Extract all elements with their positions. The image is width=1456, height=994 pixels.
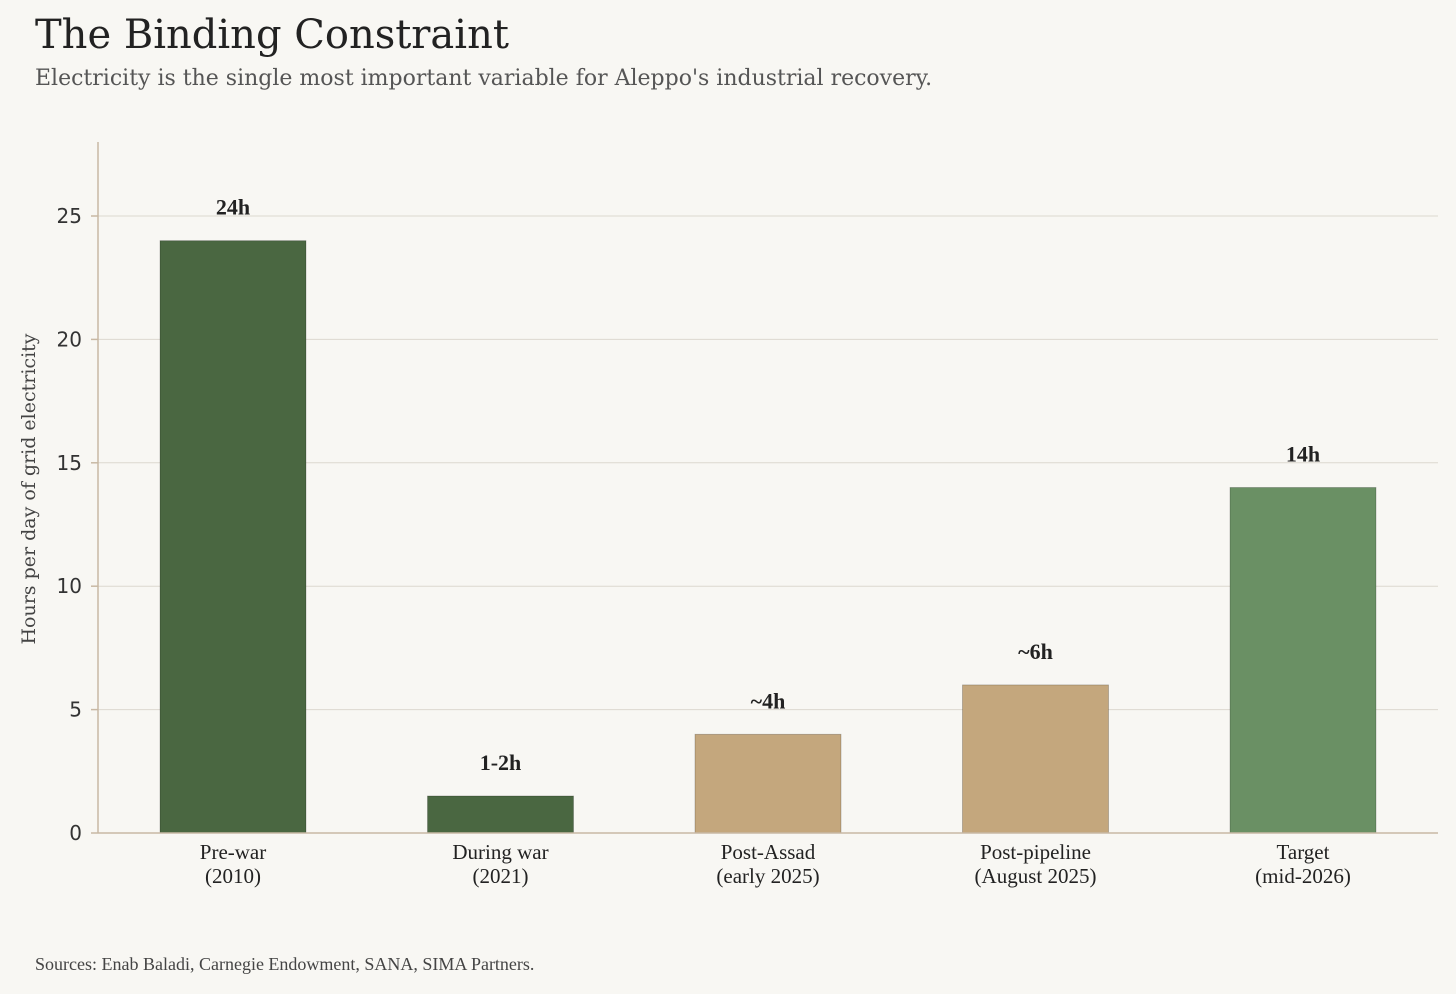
x-tick-label: (mid-2026) xyxy=(1255,864,1351,888)
y-axis-label: Hours per day of grid electricity xyxy=(18,333,40,644)
value-label: 14h xyxy=(1286,441,1320,466)
x-tick-label: Target xyxy=(1277,840,1330,864)
chart-title: The Binding Constraint xyxy=(35,12,509,58)
bar xyxy=(159,240,307,834)
x-tick-labels: Pre-war(2010)During war(2021)Post-Assad(… xyxy=(200,840,1351,888)
value-label: 24h xyxy=(216,195,250,220)
y-tick-label: 5 xyxy=(69,698,82,722)
bar xyxy=(1229,487,1377,834)
x-tick-label: (early 2025) xyxy=(716,864,819,888)
bars xyxy=(159,240,1377,834)
value-labels: 24h 1-2h ~4h ~6h 14h xyxy=(216,195,1320,775)
y-tick-label: 15 xyxy=(57,451,82,475)
y-tick-label: 20 xyxy=(57,327,82,351)
bar xyxy=(427,795,574,834)
value-label: 1-2h xyxy=(480,750,522,775)
x-tick-label: Post-pipeline xyxy=(980,840,1091,864)
value-label: ~6h xyxy=(1018,639,1053,664)
y-tick-label: 0 xyxy=(69,821,82,845)
bar xyxy=(694,733,842,834)
y-ticks: 0 5 10 15 20 25 xyxy=(57,204,98,845)
chart-subtitle: Electricity is the single most important… xyxy=(35,66,933,91)
x-tick-label: Post-Assad xyxy=(721,840,816,864)
bar xyxy=(962,684,1109,834)
gridlines xyxy=(98,215,1438,711)
x-tick-label: (August 2025) xyxy=(975,864,1097,888)
y-tick-label: 10 xyxy=(57,574,82,598)
value-label: ~4h xyxy=(751,688,786,713)
source-note: Sources: Enab Baladi, Carnegie Endowment… xyxy=(35,954,535,974)
axes xyxy=(97,142,1438,834)
x-tick-label: (2010) xyxy=(205,864,261,888)
x-tick-label: During war xyxy=(452,840,548,864)
x-tick-label: Pre-war xyxy=(200,840,266,864)
x-tick-label: (2021) xyxy=(473,864,529,888)
y-tick-label: 25 xyxy=(57,204,82,228)
